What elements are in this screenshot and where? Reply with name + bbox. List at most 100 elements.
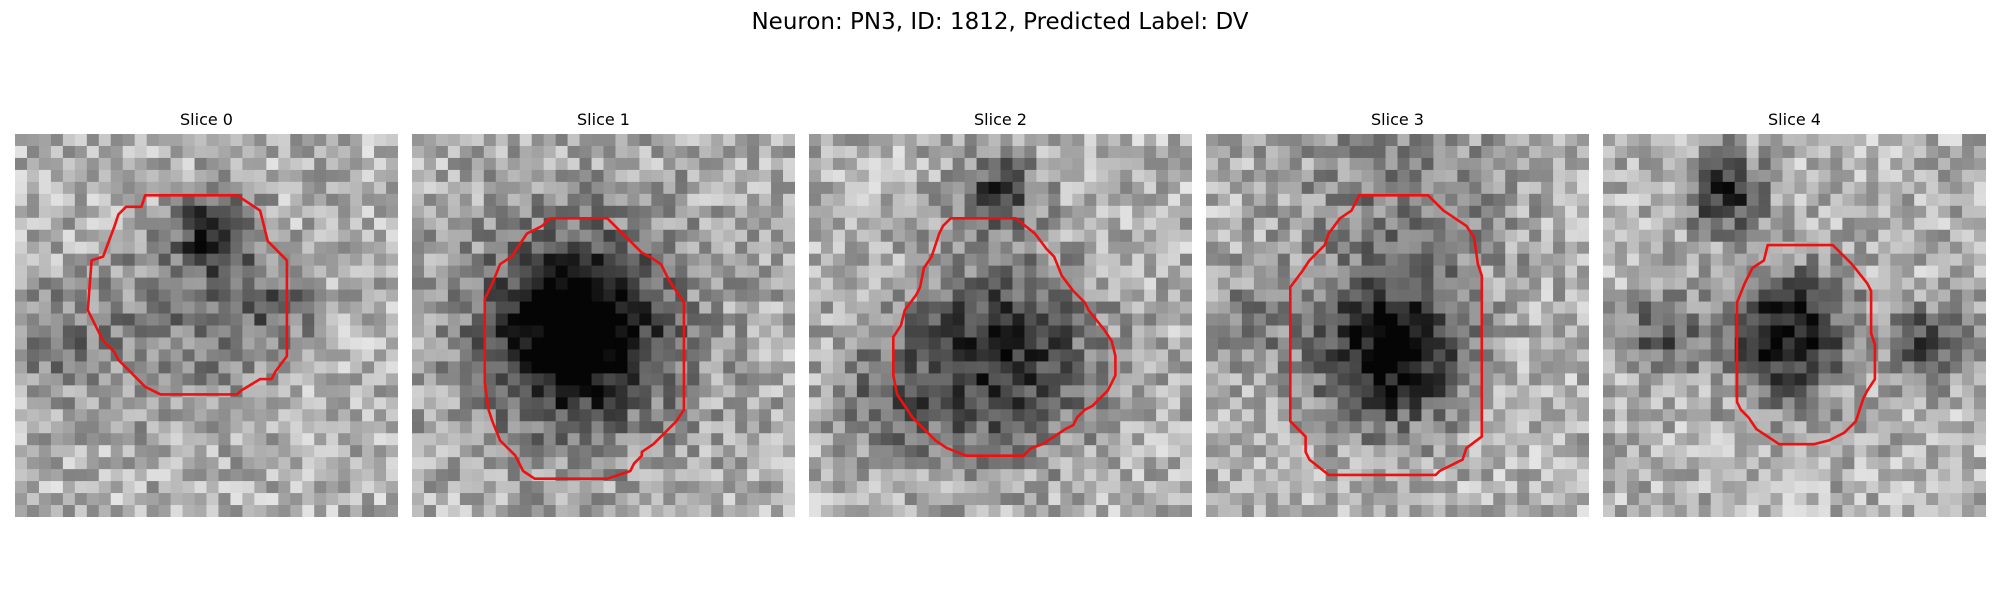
pixel-cell [1974, 265, 1986, 279]
pixel-cell [1072, 457, 1085, 470]
pixel-cell [362, 205, 375, 219]
pixel-cell [1144, 205, 1157, 219]
pixel-cell [771, 193, 784, 207]
pixel-cell [1373, 205, 1387, 219]
pixel-cell [38, 205, 52, 219]
pixel-cell [1313, 325, 1327, 339]
pixel-cell [1830, 409, 1843, 422]
pixel-cell [50, 409, 64, 422]
pixel-cell [1650, 337, 1664, 351]
pixel-cell [386, 241, 398, 255]
pixel-cell [206, 445, 220, 458]
pixel-cell [471, 265, 485, 279]
pixel-cell [988, 385, 1002, 398]
pixel-cell [278, 229, 291, 243]
pixel-cell [868, 445, 882, 458]
pixel-cell [1926, 349, 1939, 363]
pixel-cell [1902, 385, 1915, 398]
pixel-cell [1265, 313, 1279, 327]
pixel-cell [783, 325, 795, 339]
pixel-cell [952, 313, 966, 327]
pixel-cell [1217, 337, 1231, 351]
pixel-cell [940, 409, 954, 422]
pixel-cell [1206, 361, 1219, 374]
pixel-cell [1770, 433, 1784, 446]
pixel-cell [1710, 265, 1724, 279]
pixel-cell [1084, 337, 1097, 351]
pixel-cell [1265, 301, 1279, 315]
pixel-cell [1385, 397, 1399, 410]
pixel-cell [471, 469, 485, 482]
pixel-cell [1060, 193, 1073, 207]
pixel-cell [952, 493, 966, 506]
pixel-cell [1277, 385, 1291, 398]
pixel-cell [1830, 289, 1843, 303]
pixel-cell [844, 145, 858, 159]
pixel-cell [495, 193, 509, 207]
pixel-cell [158, 217, 172, 231]
pixel-cell [1036, 325, 1049, 339]
pixel-cell [1830, 265, 1843, 279]
slice-image-2 [809, 134, 1192, 517]
pixel-cell [62, 313, 76, 327]
pixel-cell [1577, 349, 1589, 363]
pixel-cell [1890, 289, 1903, 303]
pixel-cell [218, 469, 232, 482]
pixel-cell [230, 301, 244, 315]
pixel-cell [1277, 409, 1291, 422]
pixel-cell [675, 313, 688, 327]
pixel-cell [1361, 373, 1375, 386]
pixel-cell [723, 241, 736, 255]
pixel-cell [1457, 265, 1470, 279]
pixel-cell [1168, 265, 1181, 279]
pixel-cell [555, 385, 569, 398]
pixel-cell [1603, 385, 1616, 398]
pixel-cell [302, 361, 315, 374]
pixel-cell [1373, 385, 1387, 398]
pixel-cell [844, 481, 858, 494]
pixel-cell [158, 433, 172, 446]
pixel-cell [627, 289, 641, 303]
pixel-cell [1241, 193, 1255, 207]
pixel-cell [15, 145, 28, 159]
pixel-cell [531, 277, 545, 291]
pixel-cell [519, 397, 533, 410]
pixel-cell [1108, 505, 1121, 517]
pixel-cell [507, 265, 521, 279]
pixel-cell [1698, 181, 1712, 195]
pixel-cell [699, 181, 712, 195]
pixel-cell [579, 337, 593, 351]
pixel-cell [483, 361, 497, 374]
pixel-cell [663, 169, 676, 183]
pixel-cell [435, 361, 449, 374]
pixel-cell [699, 469, 712, 482]
pixel-cell [964, 145, 978, 159]
pixel-cell [1505, 505, 1518, 517]
pixel-cell [146, 145, 160, 159]
pixel-cell [1541, 289, 1554, 303]
pixel-cell [1060, 169, 1073, 183]
pixel-cell [1614, 253, 1628, 267]
pixel-cell [471, 277, 485, 291]
pixel-cell [98, 505, 112, 517]
pixel-cell [1638, 157, 1652, 171]
pixel-cell [1048, 134, 1061, 147]
pixel-cell [1878, 145, 1891, 159]
pixel-cell [747, 505, 760, 517]
pixel-cell [1553, 505, 1566, 517]
pixel-cell [1206, 409, 1219, 422]
pixel-cell [386, 433, 398, 446]
pixel-cell [1710, 193, 1724, 207]
pixel-cell [1830, 205, 1843, 219]
pixel-cell [459, 277, 473, 291]
pixel-cell [1265, 145, 1279, 159]
pixel-cell [302, 301, 315, 315]
pixel-cell [1206, 241, 1219, 255]
pixel-cell [1289, 469, 1303, 482]
pixel-cell [1806, 397, 1820, 410]
pixel-cell [1084, 457, 1097, 470]
pixel-cell [1337, 217, 1351, 231]
pixel-cell [1481, 289, 1494, 303]
pixel-cell [1180, 337, 1192, 351]
pixel-cell [1806, 301, 1820, 315]
